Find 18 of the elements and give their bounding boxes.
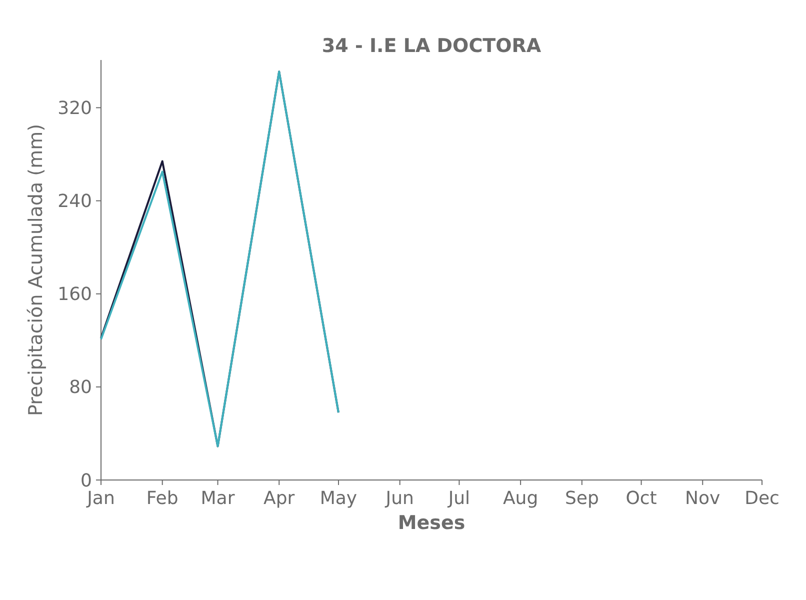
x-tick-label: Mar [200,488,236,509]
x-tick-label: Jun [384,488,414,509]
x-tick-label: May [320,488,358,509]
x-tick-label: Jul [447,488,470,509]
x-tick-label: Sep [564,488,599,509]
x-tick-label: Apr [264,488,296,509]
y-axis-title: Precipitación Acumulada (mm) [25,124,47,416]
y-tick-label: 240 [58,191,92,212]
x-tick-label: Dec [744,488,780,509]
x-axis-title: Meses [398,512,466,534]
y-tick-label: 160 [58,284,92,306]
y-tick-label: 320 [58,98,92,119]
chart-title: 34 - I.E LA DOCTORA [322,35,542,57]
y-tick-label: 80 [69,377,92,398]
x-tick-label: Oct [626,488,657,509]
x-tick-label: Nov [685,488,721,509]
x-tick-label: Feb [146,488,178,509]
x-tick-label: Aug [502,488,538,509]
